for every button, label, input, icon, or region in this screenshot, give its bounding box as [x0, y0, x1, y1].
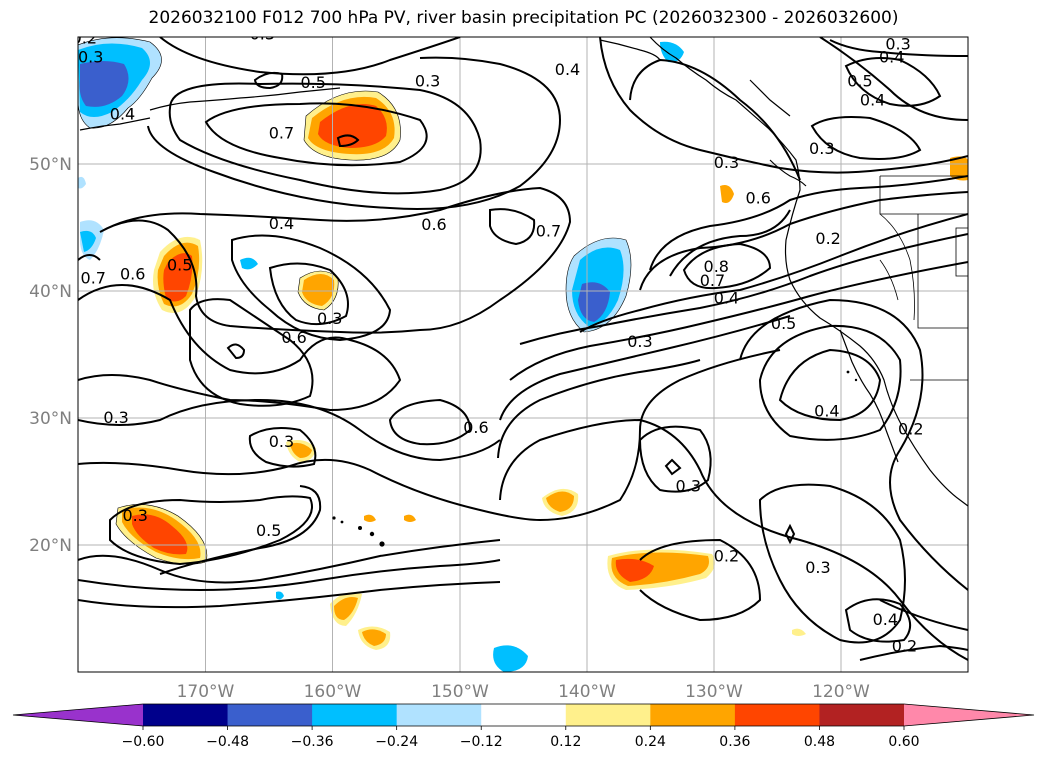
- lat-tick-label: 30°N: [29, 409, 72, 429]
- contour-label: 0.3: [78, 47, 103, 66]
- colorbar-segment: [734, 704, 820, 726]
- contour-label: 0.2: [815, 229, 840, 248]
- colorbar-extend-high: [904, 704, 1034, 726]
- blue-anomaly-nw: [78, 37, 162, 129]
- colorbar-segment: [565, 704, 651, 726]
- colorbar-tick-label: −0.24: [375, 734, 418, 750]
- contour-label: 0.6: [463, 418, 488, 437]
- contour-label: 0.3: [317, 309, 342, 328]
- contour-label: 0.4: [879, 47, 904, 66]
- contour-label: 0.7: [700, 271, 725, 290]
- colorbar-extend-low: [13, 704, 143, 726]
- contour-label: 0.4: [269, 214, 294, 233]
- colorbar-tick-label: 0.60: [888, 734, 919, 750]
- pv-contours: [78, 37, 968, 661]
- orange-anomaly-small: [286, 156, 968, 650]
- contour-label: 0.4: [860, 91, 885, 110]
- blue-anomaly-gulf: [660, 41, 684, 63]
- contour-label: 0.5: [847, 72, 872, 91]
- contour-label: 0.5: [771, 314, 796, 333]
- colorbar-segment: [481, 704, 567, 726]
- contour-label: 0.4: [110, 105, 135, 124]
- contour-label: 0.2: [714, 547, 739, 566]
- lon-tick-label: 130°W: [685, 682, 743, 702]
- shaded-anomalies: [78, 37, 968, 672]
- blue-anomaly-left-edge: [78, 176, 104, 260]
- lat-axis: 50°N 40°N 30°N 20°N: [29, 155, 72, 556]
- contour-label: 0.3: [269, 432, 294, 451]
- lat-tick-label: 20°N: [29, 536, 72, 556]
- lat-tick-label: 50°N: [29, 155, 72, 175]
- contour-label: 0.2: [72, 28, 97, 47]
- contour-label: 0.2: [892, 637, 917, 656]
- borders: [879, 175, 968, 381]
- contour-label: 0.3: [809, 139, 834, 158]
- contour-label: 0.6: [281, 328, 306, 347]
- islands: [332, 370, 858, 547]
- contour-label: 0.4: [555, 60, 580, 79]
- contour-labels: 0.30.2 0.30.5 0.30.70.40.40.30.40.50.40.30…: [72, 25, 924, 656]
- contour-label: 0.3: [415, 72, 440, 91]
- contour-label: 0.3: [676, 477, 701, 496]
- contour-label: 0.6: [421, 215, 446, 234]
- colorbar-segments: [12, 703, 1035, 727]
- contour-label: 0.5: [167, 256, 192, 275]
- lon-tick-label: 170°W: [177, 682, 235, 702]
- contour-label: 0.3: [714, 153, 739, 172]
- colorbar-tick-label: −0.48: [206, 734, 249, 750]
- colorbar: −0.60 −0.48 −0.36 −0.24 −0.12 0.12 0.24 0.36 0.4…: [12, 703, 1035, 750]
- colorbar-tick-label: −0.12: [460, 734, 503, 750]
- blue-anomaly-central: [565, 237, 632, 333]
- contour-label: 0.7: [269, 124, 294, 143]
- lon-tick-label: 140°W: [558, 682, 616, 702]
- contour-label: 0.3: [103, 408, 128, 427]
- contour-label: 0.3: [122, 506, 147, 525]
- colorbar-segment: [227, 704, 313, 726]
- contour-label: 0.4: [814, 402, 839, 421]
- colorbar-segment: [650, 704, 736, 726]
- lon-tick-label: 160°W: [304, 682, 362, 702]
- contour-label: 0.4: [873, 610, 898, 629]
- lon-axis: 170°W 160°W 150°W 140°W 130°W 120°W: [177, 682, 870, 702]
- lon-tick-label: 150°W: [431, 682, 489, 702]
- plot-area: [78, 37, 968, 672]
- contour-label: 0.5: [256, 521, 281, 540]
- contour-label: 0.4: [714, 289, 739, 308]
- contour-label: 0.3: [250, 25, 275, 44]
- colorbar-ticks: −0.60 −0.48 −0.36 −0.24 −0.12 0.12 0.24 0.36 0.4…: [122, 726, 920, 750]
- colorbar-tick-label: −0.60: [122, 734, 165, 750]
- orange-anomaly-mid: [297, 270, 339, 311]
- contour-label: 0.8: [704, 257, 729, 276]
- contour-label: 0.5: [300, 73, 325, 92]
- contour-label: 0.7: [536, 221, 561, 240]
- colorbar-tick-label: 0.24: [635, 734, 666, 750]
- colorbar-tick-label: 0.48: [804, 734, 835, 750]
- colorbar-segment: [312, 704, 398, 726]
- lon-tick-label: 120°W: [812, 682, 870, 702]
- colorbar-tick-label: 0.36: [719, 734, 750, 750]
- coastlines: [79, 37, 968, 507]
- plot-frame: [77, 36, 969, 673]
- contour-label: 0.3: [885, 35, 910, 54]
- colorbar-segment: [396, 704, 482, 726]
- contour-label: 0.7: [81, 268, 106, 287]
- contour-label: 0.3: [805, 558, 830, 577]
- lat-tick-label: 40°N: [29, 282, 72, 302]
- colorbar-tick-label: 0.12: [550, 734, 581, 750]
- colorbar-segment: [819, 704, 905, 726]
- colorbar-segment: [143, 704, 229, 726]
- map-title: 2026032100 F012 700 hPa PV, river basin …: [148, 8, 899, 28]
- contour-label: 0.6: [120, 265, 145, 284]
- blue-anomaly-small: [240, 257, 528, 672]
- contour-label: 0.3: [627, 332, 652, 351]
- colorbar-tick-label: −0.36: [291, 734, 334, 750]
- orange-anomaly-south: [607, 549, 715, 590]
- contour-label: 0.2: [898, 420, 923, 439]
- contour-label: 0.6: [745, 188, 770, 207]
